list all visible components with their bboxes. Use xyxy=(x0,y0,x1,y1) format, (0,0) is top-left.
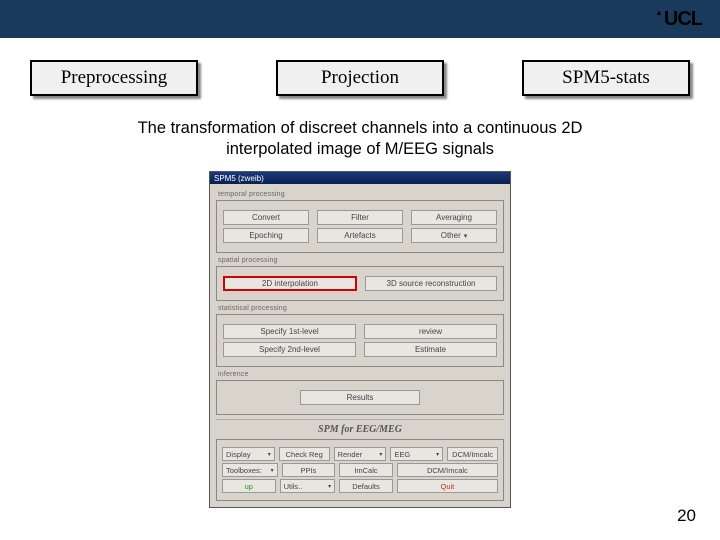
spm-titlebar: SPM5 (zweib) xyxy=(210,172,510,184)
frame-spatial: 2D interpolation 3D source reconstructio… xyxy=(216,266,504,301)
btn-checkreg[interactable]: Check Reg xyxy=(279,447,330,461)
nav-preprocessing: Preprocessing xyxy=(30,60,198,96)
frame-inference: Results xyxy=(216,380,504,415)
frame-temporal: Convert Filter Averaging Epoching Artefa… xyxy=(216,200,504,253)
btn-epoching[interactable]: Epoching xyxy=(223,228,309,243)
nav-row: Preprocessing Projection SPM5-stats xyxy=(0,38,720,104)
subtitle-text: The transformation of discreet channels … xyxy=(100,118,620,159)
label-spatial: spatial processing xyxy=(218,257,504,264)
nav-stats: SPM5-stats xyxy=(522,60,690,96)
spm-window: SPM5 (zweib) temporal processing Convert… xyxy=(209,171,511,508)
label-temporal: temporal processing xyxy=(218,191,504,198)
btn-convert[interactable]: Convert xyxy=(223,210,309,225)
btn-filter[interactable]: Filter xyxy=(317,210,403,225)
ucl-logo: UCL xyxy=(655,8,702,31)
btn-ppis[interactable]: PPIs xyxy=(282,463,336,477)
btn-3d-source[interactable]: 3D source reconstruction xyxy=(365,276,497,291)
btn-results[interactable]: Results xyxy=(300,390,420,405)
dd-display[interactable]: Display xyxy=(222,447,275,461)
btn-defaults[interactable]: Defaults xyxy=(339,479,393,493)
nav-projection: Projection xyxy=(276,60,444,96)
btn-review[interactable]: review xyxy=(364,324,497,339)
spm-body: temporal processing Convert Filter Avera… xyxy=(210,184,510,507)
dd-utils[interactable]: Utils.. xyxy=(280,479,336,493)
bottom-grid: Display Check Reg Render EEG DCM/Imcalc … xyxy=(216,439,504,501)
label-inference: inference xyxy=(218,371,504,378)
frame-stats: Specify 1st-level review Specify 2nd-lev… xyxy=(216,314,504,367)
btn-up[interactable]: up xyxy=(222,479,276,493)
btn-dcm2[interactable]: DCM/Imcalc xyxy=(397,463,498,477)
page-number: 20 xyxy=(677,506,696,526)
label-stats: statistical processing xyxy=(218,305,504,312)
header-bar xyxy=(0,0,720,38)
btn-other[interactable]: Other xyxy=(411,228,497,243)
dd-render[interactable]: Render xyxy=(334,447,387,461)
btn-specify2[interactable]: Specify 2nd-level xyxy=(223,342,356,357)
btn-imcalc[interactable]: ImCalc xyxy=(339,463,393,477)
btn-2d-interpolation[interactable]: 2D interpolation xyxy=(223,276,357,291)
dd-toolboxes[interactable]: Toolboxes: xyxy=(222,463,278,477)
dd-eeg[interactable]: EEG xyxy=(390,447,443,461)
btn-estimate[interactable]: Estimate xyxy=(364,342,497,357)
spm-banner: SPM for EEG/MEG xyxy=(216,419,504,439)
btn-averaging[interactable]: Averaging xyxy=(411,210,497,225)
btn-specify1[interactable]: Specify 1st-level xyxy=(223,324,356,339)
btn-dcm[interactable]: DCM/Imcalc xyxy=(447,447,498,461)
btn-artefacts[interactable]: Artefacts xyxy=(317,228,403,243)
btn-quit[interactable]: Quit xyxy=(397,479,498,493)
